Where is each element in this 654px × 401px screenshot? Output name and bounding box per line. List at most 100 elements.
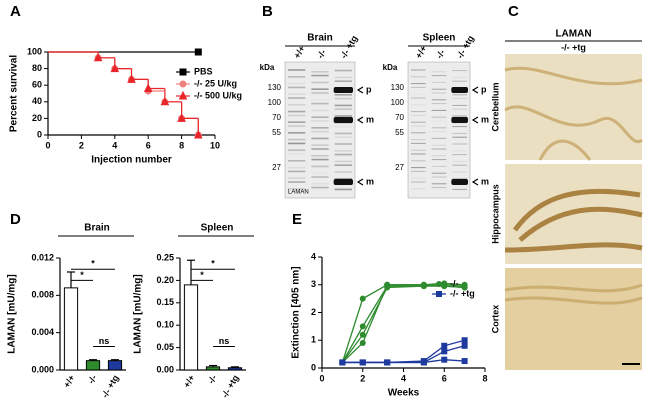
region-label: Cerebellum	[490, 82, 500, 131]
marker	[359, 340, 366, 347]
legend-label: -/- 500 U/kg	[194, 90, 242, 100]
marker	[93, 52, 103, 62]
blot-footer: LAMAN	[288, 190, 309, 196]
band-arrow	[471, 116, 479, 124]
marker	[441, 342, 448, 349]
panel-label: D	[10, 211, 21, 228]
y-axis-label: LAMAN [mU/mg]	[133, 274, 144, 353]
legend-marker	[178, 90, 188, 100]
y-tick-label: 0.25	[156, 252, 174, 262]
panel-label: C	[508, 3, 519, 20]
legend-label: PBS	[194, 66, 213, 76]
blot-band-strong	[333, 87, 353, 93]
x-tick-label: 8	[482, 373, 487, 383]
x-tick-label: 4	[112, 140, 117, 150]
y-tick-label: 2	[311, 307, 316, 317]
significance-label: *	[211, 259, 215, 269]
marker	[441, 356, 448, 363]
marker	[461, 284, 468, 291]
y-axis-label: Extinction [405 nm]	[291, 266, 302, 358]
bar	[85, 360, 101, 371]
x-tick-label: 6	[442, 373, 447, 383]
series-line	[341, 284, 465, 363]
bar	[183, 284, 199, 371]
blot-image	[284, 61, 356, 199]
legend-marker	[179, 68, 187, 76]
legend-marker	[179, 80, 187, 88]
marker	[461, 342, 468, 349]
kda-label: kDa	[383, 63, 398, 72]
y-tick-label: 0.15	[156, 297, 174, 307]
significance-label: ns	[219, 336, 230, 346]
region-label: Cortex	[490, 305, 500, 334]
y-tick-label: 0.10	[156, 320, 174, 330]
mw-marker: 100	[268, 98, 282, 107]
mw-marker: 130	[391, 83, 405, 92]
band-label: p	[481, 84, 487, 94]
y-tick-label: 0.008	[31, 290, 54, 300]
series-line	[342, 359, 465, 364]
y-tick-label: 0.05	[156, 342, 174, 352]
legend-label: -/-	[450, 278, 459, 288]
y-tick-label: 0.20	[156, 275, 174, 285]
blot-band-strong	[451, 87, 468, 93]
x-tick-label: 6	[146, 140, 151, 150]
y-tick-label: 0.004	[31, 327, 54, 337]
marker	[441, 348, 448, 355]
legend-marker	[436, 291, 442, 297]
y-tick-label: 0.000	[31, 364, 54, 374]
y-tick-label: 0.00	[156, 364, 174, 374]
marker	[177, 113, 186, 122]
x-tick-label: -/-	[206, 373, 219, 385]
marker	[359, 295, 366, 302]
marker	[359, 359, 366, 366]
y-tick-label: 80	[32, 63, 42, 73]
marker	[160, 96, 170, 106]
band-label: m	[366, 114, 374, 124]
x-tick-label: 0	[319, 373, 324, 383]
histology-image	[505, 54, 642, 160]
significance-label: *	[80, 270, 84, 280]
blot-image	[407, 61, 471, 199]
band-label: m	[481, 114, 489, 124]
marker	[127, 74, 136, 83]
lane-label: -/-	[434, 48, 447, 60]
histology-image	[505, 268, 642, 370]
region-label: Hippocampus	[490, 184, 500, 244]
tissue-texture	[504, 188, 643, 253]
mw-marker: 70	[272, 113, 281, 122]
chart-title: Brain	[84, 223, 110, 234]
marker	[420, 281, 427, 288]
x-tick-label: -/-	[86, 373, 99, 385]
mw-marker: 27	[395, 163, 404, 172]
x-tick-label: +/+	[182, 373, 197, 389]
band-arrow	[356, 178, 364, 186]
kda-label: kDa	[260, 63, 275, 72]
chart-title: Spleen	[201, 223, 234, 234]
marker	[194, 48, 202, 56]
band-label: m	[481, 176, 489, 186]
blot-title: Brain	[307, 33, 333, 44]
x-tick-label: 4	[401, 373, 406, 383]
marker	[110, 63, 120, 73]
legend-label: -/- +tg	[450, 288, 475, 298]
y-tick-label: 60	[32, 80, 42, 90]
significance-label: *	[91, 259, 95, 269]
panel-label: E	[292, 211, 302, 228]
band-label: p	[366, 84, 372, 94]
mw-marker: 55	[272, 128, 281, 137]
mw-marker: 70	[395, 113, 404, 122]
significance-label: *	[200, 270, 204, 280]
bar	[227, 367, 243, 371]
mw-marker: 55	[395, 128, 404, 137]
band-label: m	[366, 176, 374, 186]
band-arrow	[356, 116, 364, 124]
marker	[193, 129, 203, 139]
series-line	[341, 284, 465, 363]
y-axis-label: Percent survival	[9, 55, 20, 132]
x-tick-label: 2	[360, 373, 365, 383]
panel-label: A	[10, 3, 21, 20]
y-tick-label: 4	[311, 251, 316, 261]
marker	[420, 359, 427, 366]
